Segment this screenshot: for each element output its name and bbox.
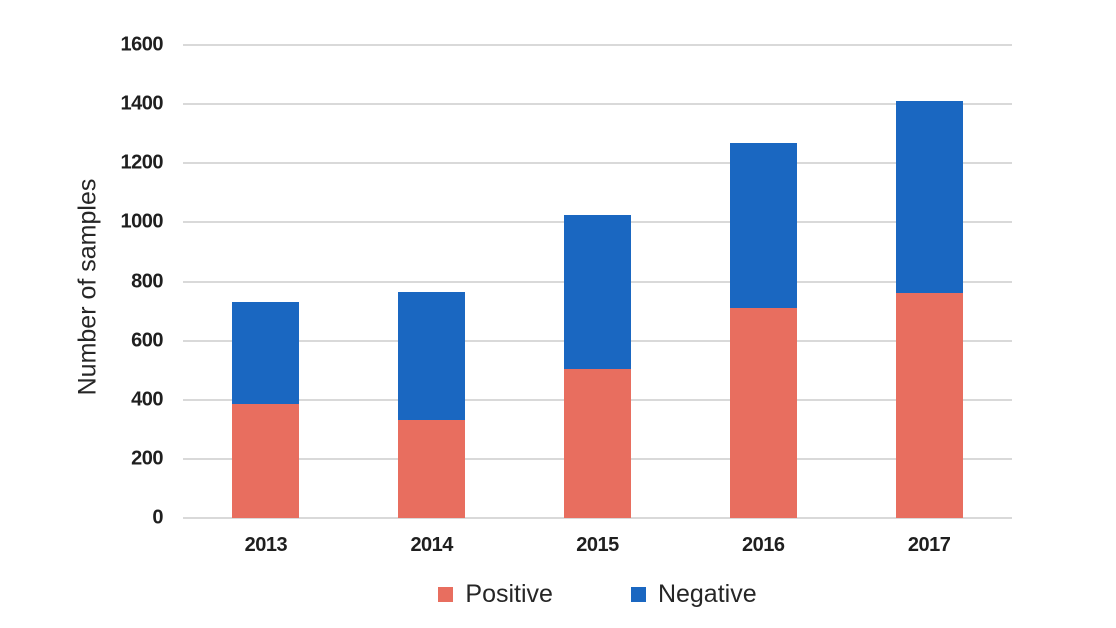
bar-2017-negative: [895, 101, 963, 294]
bar-2016-negative: [729, 142, 797, 309]
legend: Positive Negative: [183, 580, 1012, 609]
y-tick-label-800: 800: [131, 270, 163, 292]
y-tick-label-0: 0: [152, 506, 163, 529]
legend-item-positive: Positive: [438, 580, 553, 609]
y-tick-label-200: 200: [131, 447, 163, 470]
legend-item-negative: Negative: [630, 580, 757, 609]
gridline-1600: [183, 44, 1012, 46]
bar-2015-positive: [564, 368, 631, 518]
y-tick-label-1000: 1000: [120, 210, 164, 233]
y-tick-label-1400: 1400: [120, 92, 164, 115]
bar-2015-negative: [564, 214, 631, 369]
bar-2013-negative: [232, 302, 300, 405]
x-tick-label-2015: 2015: [576, 534, 619, 556]
bar-2017-positive: [895, 293, 963, 518]
bar-2014-positive: [398, 420, 466, 518]
bar-2016-positive: [729, 308, 797, 518]
negative-swatch-icon: [630, 587, 646, 602]
y-tick-label-600: 600: [131, 329, 163, 352]
y-tick-label-400: 400: [131, 388, 163, 411]
y-tick-label-1600: 1600: [120, 33, 164, 56]
x-tick-label-2013: 2013: [244, 534, 288, 556]
bar-2013-positive: [232, 404, 300, 518]
x-tick-label-2016: 2016: [742, 534, 785, 556]
bar-2014-negative: [398, 291, 466, 421]
positive-swatch-icon: [438, 587, 454, 602]
gridline-0: [183, 517, 1012, 519]
legend-label-positive: Positive: [465, 580, 553, 608]
gridline-1200: [183, 162, 1012, 165]
gridline-1400: [183, 103, 1012, 106]
x-tick-label-2014: 2014: [410, 534, 453, 556]
x-tick-label-2017: 2017: [907, 534, 951, 556]
legend-label-negative: Negative: [657, 580, 757, 608]
y-tick-label-1200: 1200: [120, 151, 164, 174]
